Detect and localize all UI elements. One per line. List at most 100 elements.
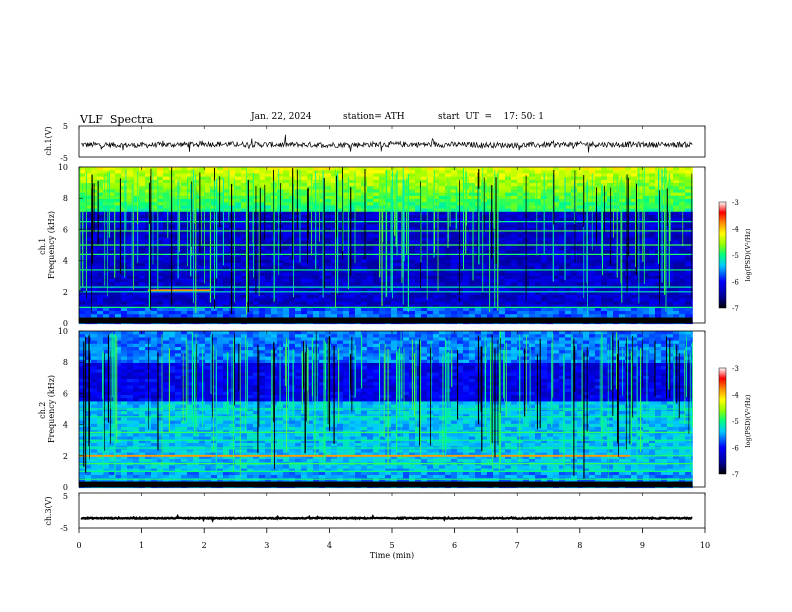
- spectrogram-cell: [139, 240, 146, 245]
- spectrogram-cell: [241, 314, 248, 318]
- spectrogram-cell: [517, 189, 524, 193]
- spectrogram-cell: [583, 167, 590, 171]
- spectrogram-cell: [547, 256, 554, 261]
- spectrogram-cell: [217, 215, 224, 219]
- spectrogram-cell: [595, 176, 602, 181]
- spectrogram-cell: [655, 291, 662, 296]
- spectrogram-cell: [355, 208, 362, 213]
- spectrogram-cell: [595, 192, 602, 197]
- spectrogram-cell: [469, 199, 476, 203]
- spectrogram-cell: [475, 167, 482, 171]
- spectrogram-cell: [265, 183, 272, 187]
- spectrogram-cell: [547, 205, 554, 209]
- spectrogram-cell: [445, 307, 452, 312]
- spectrogram-cell: [265, 275, 272, 280]
- spectrogram-cell: [643, 218, 650, 222]
- spectrogram-cell: [673, 218, 680, 222]
- spectrogram-cell: [319, 218, 326, 222]
- spectrogram-cell: [139, 263, 146, 267]
- spectrogram-cell: [649, 202, 656, 206]
- spectrogram-cell: [163, 272, 170, 277]
- spectrogram-cell: [79, 237, 86, 241]
- spectrogram-cell: [79, 298, 86, 302]
- spectrogram-cell: [115, 279, 122, 283]
- spectrogram-cell: [163, 195, 170, 200]
- spectrogram-cell: [349, 272, 356, 277]
- spectrogram-cell: [217, 176, 224, 181]
- spectrogram-cell: [499, 256, 506, 261]
- spectrogram-cell: [109, 231, 116, 235]
- spectrogram-cell: [547, 279, 554, 283]
- spectrogram-cell: [199, 218, 206, 222]
- spectrogram-cell: [367, 192, 374, 197]
- spectrogram-cell: [205, 221, 212, 225]
- spectrogram-cell: [613, 256, 620, 261]
- spectrogram-cell: [427, 195, 434, 200]
- spectrogram-cell: [343, 250, 350, 254]
- spectrogram-cell: [547, 192, 554, 197]
- spectrogram-cell: [205, 272, 212, 277]
- spectrogram-cell: [637, 218, 644, 222]
- spectrogram-cell: [223, 295, 230, 299]
- spectrogram-cell: [469, 208, 476, 213]
- spectrogram-cell: [361, 218, 368, 222]
- spectrogram-cell: [535, 247, 542, 251]
- spectrogram-cell: [643, 279, 650, 283]
- spectrogram-cell: [235, 221, 242, 225]
- spectrogram-cell: [223, 301, 230, 305]
- spectrogram-cell: [373, 183, 380, 187]
- spectrogram-cell: [595, 269, 602, 273]
- spectrogram-cell: [169, 266, 176, 270]
- spectrogram-cell: [415, 279, 422, 283]
- spectrogram-cell: [367, 253, 374, 257]
- spectrogram-cell: [451, 195, 458, 200]
- spectrogram-cell: [565, 189, 572, 193]
- spectrogram-cell: [685, 221, 692, 225]
- spectrogram-cell: [571, 231, 578, 235]
- spectrogram-cell: [469, 167, 476, 171]
- spectrogram-cell: [361, 282, 368, 286]
- spectrogram-cell: [667, 272, 674, 277]
- spectrogram-cell: [685, 263, 692, 267]
- spectrogram-cell: [511, 179, 518, 184]
- spectrogram-cell: [571, 237, 578, 241]
- spectrogram-cell: [205, 195, 212, 200]
- spectrogram-cell: [553, 247, 560, 251]
- spectrogram-cell: [439, 211, 446, 216]
- spectrogram-cell: [367, 205, 374, 209]
- spectrogram-cell: [367, 195, 374, 200]
- spectrogram-cell: [535, 205, 542, 209]
- spectrogram-cell: [511, 173, 518, 177]
- spectrogram-cell: [133, 307, 140, 312]
- spectrogram-cell: [133, 247, 140, 251]
- spectrogram-cell: [85, 167, 92, 171]
- spectrogram-cell: [133, 211, 140, 216]
- spectrogram-cell: [259, 227, 266, 232]
- spectrogram-cell: [559, 275, 566, 280]
- spectrogram-cell: [85, 173, 92, 177]
- spectrogram-cell: [409, 269, 416, 273]
- spectrogram-cell: [247, 304, 254, 309]
- spectrogram-cell: [655, 301, 662, 305]
- spectrogram-cell: [463, 259, 470, 264]
- spectrogram-cell: [307, 208, 314, 213]
- spectrogram-cell: [421, 256, 428, 261]
- spectrogram-cell: [337, 295, 344, 299]
- spectrogram-cell: [643, 179, 650, 184]
- spectrogram-cell: [247, 259, 254, 264]
- spectrogram-cell: [163, 311, 170, 315]
- spectrogram-cell: [553, 298, 560, 302]
- spectrogram-cell: [565, 202, 572, 206]
- spectrogram-cell: [529, 288, 536, 293]
- spectrogram-cell: [199, 295, 206, 299]
- spectrogram-cell: [367, 263, 374, 267]
- spectrogram-cell: [583, 205, 590, 209]
- spectrogram-cell: [205, 208, 212, 213]
- spectrogram-cell: [265, 234, 272, 238]
- spectrogram-cell: [601, 295, 608, 299]
- spectrogram-cell: [565, 224, 572, 229]
- spectrogram-cell: [163, 186, 170, 190]
- spectrogram-cell: [79, 167, 86, 171]
- spectrogram-cell: [433, 186, 440, 190]
- spectrogram-cell: [589, 298, 596, 302]
